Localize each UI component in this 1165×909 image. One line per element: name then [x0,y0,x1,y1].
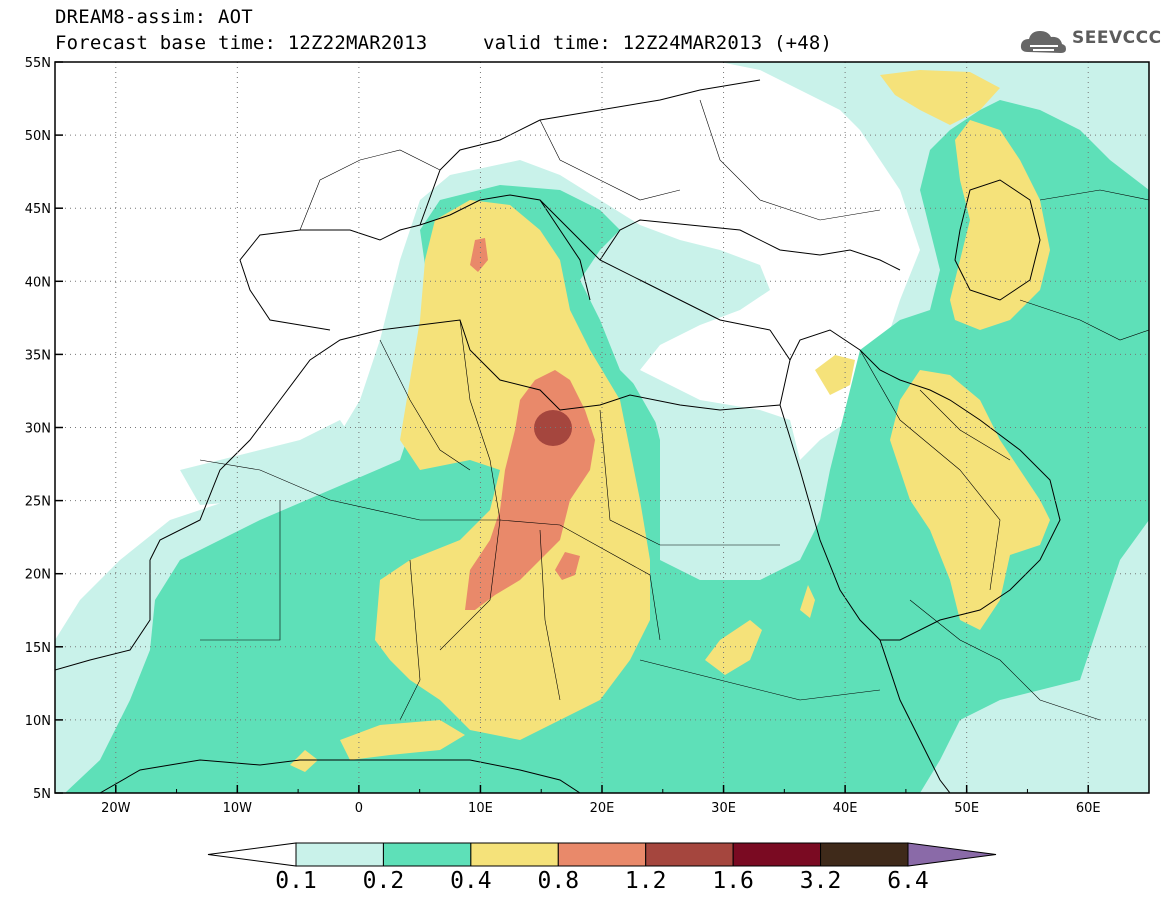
seevccc-logo: SEEVCCC [1018,24,1161,58]
colorbar-level-label: 0.4 [450,868,492,894]
lon-tick-label: 40E [833,801,858,816]
aot-band-0.4-levant [815,355,855,395]
aot-band-0.4-east [890,370,1050,630]
colorbar-level-label: 1.6 [712,868,754,894]
colorbar-level-label: 0.2 [362,868,405,894]
colorbar-box [557,842,647,867]
aot-band-0.1-west [180,420,360,505]
logo-text: SEEVCCC [1072,28,1162,48]
colorbar-level-label: 0.1 [275,868,317,894]
lat-tick-label: 20N [25,568,51,583]
valid-time: valid time: 12Z24MAR2013 (+48) [483,32,833,54]
lat-tick-label: 25N [25,495,51,510]
lon-tick-label: 60E [1076,801,1101,816]
aot-band-0.1-inner [620,360,800,575]
colorbar-box [382,842,472,867]
aot-band-0.4-guinea [340,720,465,760]
lon-tick-label: 0 [355,801,363,816]
lon-tick-label: 20E [590,801,615,816]
lat-tick-label: 45N [25,202,51,217]
lon-tick-label: 30E [711,801,736,816]
colorbar [207,842,997,867]
aot-band-0.8-blob [555,552,580,580]
colorbar-box [820,842,909,867]
aot-band-0.4-gulf [290,750,318,772]
colorbar-box [732,842,822,867]
lat-tick-label: 15N [25,641,51,656]
colorbar-box [295,842,384,867]
graticule [55,61,1149,794]
lon-tick-label: 50E [954,801,979,816]
colorbar-arrow-high [907,842,997,867]
lat-tick-label: 40N [25,275,51,290]
aot-band-0.4-sudan [705,620,762,675]
coastlines [55,79,1061,793]
lon-tick-label: 10E [468,801,493,816]
colorbar-arrow-low [207,842,297,867]
base-time: Forecast base time: 12Z22MAR2013 [55,32,428,54]
aot-band-0.8-corsica [470,238,488,272]
axis-tick-labels: 20W 10W 0 10E 20E 30E 40E 50E 60E 55N 50N 45N 40N 35N… [25,56,1101,816]
colorbar-box [470,842,559,867]
colorbar-level-label: 6.4 [887,868,929,894]
aot-band-1.2 [534,410,572,446]
cloud-icon [1020,31,1066,53]
country-borders [199,99,1149,721]
lat-tick-label: 10N [25,714,51,729]
lat-tick-label: 30N [25,422,51,437]
axis-ticks [54,61,1150,794]
colorbar-level-label: 0.8 [537,868,580,894]
lat-tick-label: 5N [33,787,51,802]
aot-band-0.4-redsea [800,585,815,618]
lat-tick-label: 35N [25,348,51,363]
colorbar-level-label: 3.2 [799,868,842,894]
forecast-times: Forecast base time: 12Z22MAR2013 valid ti… [55,32,832,54]
colorbar-level-label: 1.2 [624,868,667,894]
colorbar-box [645,842,734,867]
aot-band-0.4-russia [880,70,1000,125]
lon-tick-label: 20W [101,801,131,816]
lon-tick-label: 10W [223,801,253,816]
lat-tick-label: 55N [25,56,51,71]
aot-band-0.4-caspian [950,120,1050,330]
map-title: DREAM8-assim: AOT [55,6,253,28]
lat-tick-label: 50N [25,129,51,144]
